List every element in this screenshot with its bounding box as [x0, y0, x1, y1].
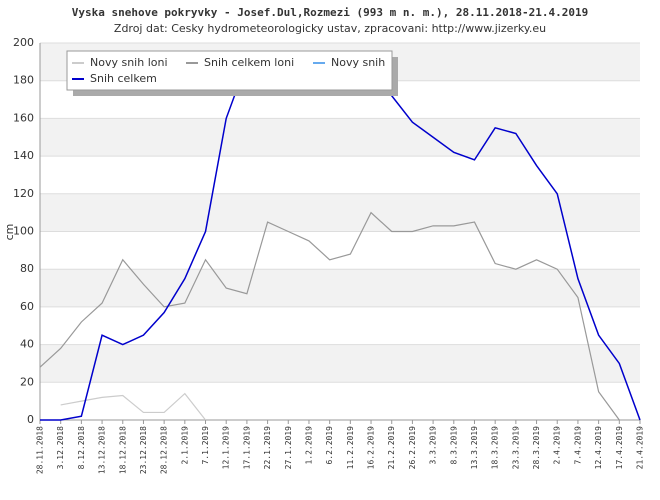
x-tick-label: 12.1.2019	[222, 426, 231, 470]
x-tick-label: 11.2.2019	[346, 426, 355, 470]
y-tick-label: 100	[13, 225, 34, 238]
x-tick-label: 3.3.2019	[429, 426, 438, 465]
x-tick-label: 13.3.2019	[470, 426, 479, 470]
y-tick-label: 160	[13, 111, 34, 124]
x-tick-label: 7.4.2019	[573, 426, 582, 465]
y-tick-label: 200	[13, 36, 34, 49]
x-tick-label: 8.12.2018	[77, 426, 86, 470]
x-tick-label: 16.2.2019	[367, 426, 376, 470]
x-tick-label: 2.4.2019	[553, 426, 562, 465]
series-line	[60, 392, 206, 421]
grid-band	[40, 118, 640, 157]
legend-label: Snih celkem	[90, 72, 157, 85]
x-tick-label: 13.12.2018	[98, 426, 107, 474]
x-tick-label: 26.2.2019	[408, 426, 417, 470]
legend-label: Novy snih	[331, 56, 385, 69]
grid-band	[40, 344, 640, 383]
legend-label: Novy snih loni	[90, 56, 168, 69]
y-tick-label: 20	[20, 375, 34, 388]
grid-band	[40, 193, 640, 232]
legend-label: Snih celkem loni	[204, 56, 294, 69]
x-tick-label: 23.12.2018	[139, 426, 148, 474]
y-tick-label: 40	[20, 338, 34, 351]
chart-title: Vyska snehove pokryvky - Josef.Dul,Rozme…	[72, 6, 589, 19]
y-tick-label: 120	[13, 187, 34, 200]
chart-subtitle: Zdroj dat: Cesky hydrometeorologicky ust…	[114, 22, 546, 35]
x-tick-label: 17.1.2019	[242, 426, 251, 470]
series-line	[39, 211, 620, 421]
x-tick-label: 2.1.2019	[180, 426, 189, 465]
x-tick-label: 18.3.2019	[491, 426, 500, 470]
y-tick-label: 0	[27, 413, 34, 426]
x-tick-label: 12.4.2019	[594, 426, 603, 470]
y-tick-label: 80	[20, 262, 34, 275]
x-tick-label: 3.12.2018	[56, 426, 65, 470]
x-tick-label: 21.4.2019	[636, 426, 645, 470]
x-tick-label: 27.1.2019	[284, 426, 293, 470]
x-tick-label: 21.2.2019	[387, 426, 396, 470]
x-tick-label: 28.12.2018	[160, 426, 169, 474]
x-tick-label: 28.11.2018	[36, 426, 45, 474]
legend	[66, 50, 393, 91]
x-tick-label: 7.1.2019	[201, 426, 210, 465]
y-tick-label: 140	[13, 149, 34, 162]
x-tick-label: 23.3.2019	[511, 426, 520, 470]
x-tick-label: 18.12.2018	[118, 426, 127, 474]
y-axis-label: cm	[3, 224, 16, 241]
y-tick-label: 180	[13, 74, 34, 87]
x-tick-label: 28.3.2019	[532, 426, 541, 470]
x-tick-label: 17.4.2019	[615, 426, 624, 470]
x-tick-label: 22.1.2019	[263, 426, 272, 470]
y-tick-label: 60	[20, 300, 34, 313]
x-tick-label: 6.2.2019	[325, 426, 334, 465]
x-tick-label: 1.2.2019	[304, 426, 313, 465]
grid-band	[40, 269, 640, 307]
x-tick-label: 8.3.2019	[449, 426, 458, 465]
